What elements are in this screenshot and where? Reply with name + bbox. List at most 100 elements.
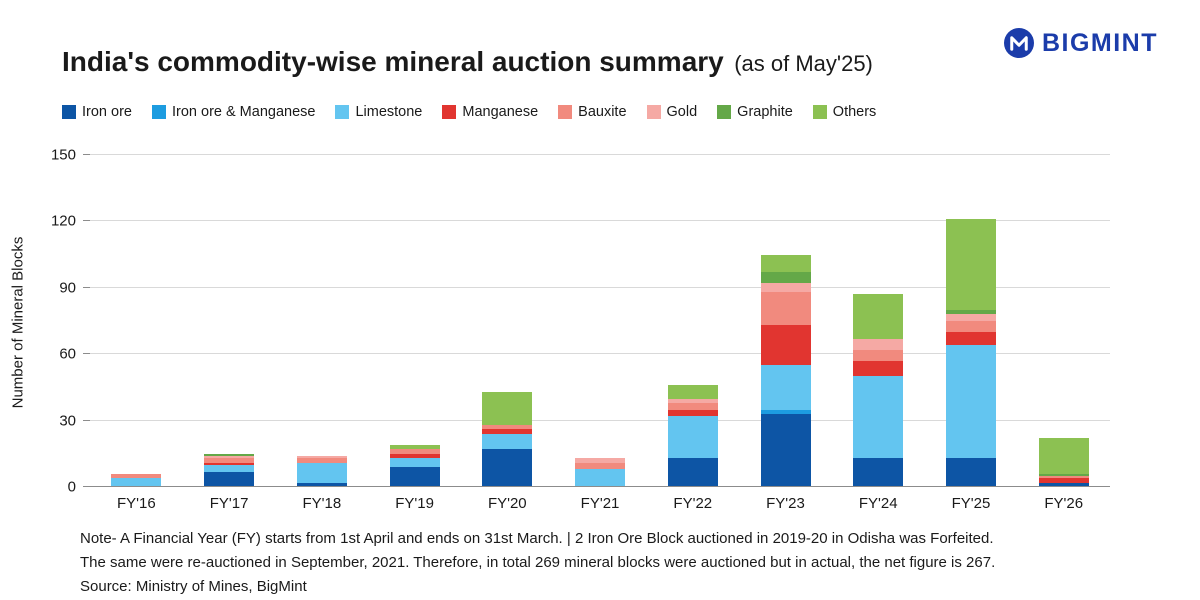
segment-limestone [760,365,811,410]
y-tick-label: 60 [59,345,76,363]
segment-iron-ore [945,458,996,487]
segment-graphite [945,309,996,315]
bar-slot [925,155,1018,487]
legend-item: Others [812,104,876,120]
legend-label: Manganese [462,104,539,120]
segment-manganese [945,332,996,346]
segment-bauxite [667,402,718,410]
segment-limestone [667,416,718,459]
bar-slot [832,155,925,487]
y-axis-title: Number of Mineral Blocks [9,236,27,409]
y-tick-label: 150 [50,146,76,164]
segment-bauxite [853,349,904,361]
segment-gold [667,398,718,403]
y-tick-label: 90 [59,279,76,297]
bar-FY'22 [667,155,718,487]
segment-iron-ore [760,413,811,487]
bar-slot [183,155,276,487]
segment-bauxite [296,458,347,463]
segment-iron-ore [296,482,347,487]
x-tick-label: FY'26 [1044,495,1084,512]
legend-swatch [442,105,457,119]
legend-swatch [335,105,350,119]
segment-limestone [389,458,440,468]
bar-FY'24 [853,155,904,487]
bar-slot [275,155,368,487]
segment-iron-ore [482,449,533,487]
segment-bauxite [1038,475,1089,479]
x-tick-label: FY'20 [487,495,527,512]
bar-slot [90,155,183,487]
gridline [90,220,1110,222]
gridline [90,286,1110,288]
segment-limestone [482,433,533,450]
page-title: India's commodity-wise mineral auction s… [62,46,873,78]
gridline [90,419,1110,421]
y-tick-label: 30 [59,412,76,430]
bar-slot [461,155,554,487]
y-tick [83,353,90,355]
segment-manganese [760,325,811,366]
segment-bauxite [111,473,162,479]
segment-iron-ore [1038,482,1089,487]
segment-others [667,385,718,399]
segment-bauxite [389,449,440,454]
segment-others [1038,438,1089,474]
legend-swatch [151,105,166,119]
segment-gold [853,338,904,350]
x-tick-label: FY'18 [302,495,342,512]
bar-FY'16 [111,155,162,487]
legend-label: Graphite [737,104,793,120]
x-tick-label: FY'21 [580,495,620,512]
y-axis: 0 30 60 90 120 150 [38,147,82,496]
segment-others [853,294,904,339]
segment-others [482,391,533,426]
bar-slot [554,155,647,487]
x-tick-label: FY'24 [858,495,898,512]
segment-iron-ore [389,467,440,487]
segment-manganese [1038,478,1089,483]
segment-iron-ore [204,471,255,487]
segment-others [760,254,811,273]
bar-FY'26 [1038,155,1089,487]
legend-label: Bauxite [578,104,627,120]
bars-container [90,155,1110,487]
note-line-1: Note- A Financial Year (FY) starts from … [80,530,994,547]
footnotes: Note- A Financial Year (FY) starts from … [80,527,995,599]
legend-item: Bauxite [558,104,627,120]
legend-swatch [646,105,661,119]
segment-limestone [945,345,996,459]
legend-item: Iron ore [62,104,132,120]
legend-item: Graphite [717,104,793,120]
title-text: India's commodity-wise mineral auction s… [62,46,724,77]
segment-limestone [204,464,255,472]
bar-FY'17 [204,155,255,487]
x-tick-label: FY'22 [673,495,713,512]
segment-bauxite [204,458,255,463]
segment-others [389,444,440,450]
brand-name: BIGMINT [1041,28,1158,57]
segment-graphite [204,453,255,457]
legend-swatch [558,105,573,119]
segment-iron-ore [667,458,718,487]
bar-FY'21 [575,155,626,487]
y-tick [83,486,90,487]
segment-bauxite [482,425,533,430]
bar-slot [739,155,832,487]
legend-item: Iron ore & Manganese [151,104,315,120]
segment-iron-ore [853,458,904,487]
legend-item: Gold [646,104,697,120]
bar-FY'20 [482,155,533,487]
legend-item: Limestone [335,104,422,120]
y-tick [83,419,90,421]
segment-graphite [760,272,811,284]
segment-limestone [575,469,626,487]
plot-area [83,154,1110,487]
segment-manganese [204,462,255,465]
bar-FY'18 [296,155,347,487]
x-tick-label: FY'23 [766,495,805,512]
segment-limestone [111,478,162,487]
x-axis: FY'16 FY'17 FY'18 FY'19 FY'20 FY'21 FY'22 FY'23… [90,495,1110,512]
legend-swatch [717,105,732,119]
